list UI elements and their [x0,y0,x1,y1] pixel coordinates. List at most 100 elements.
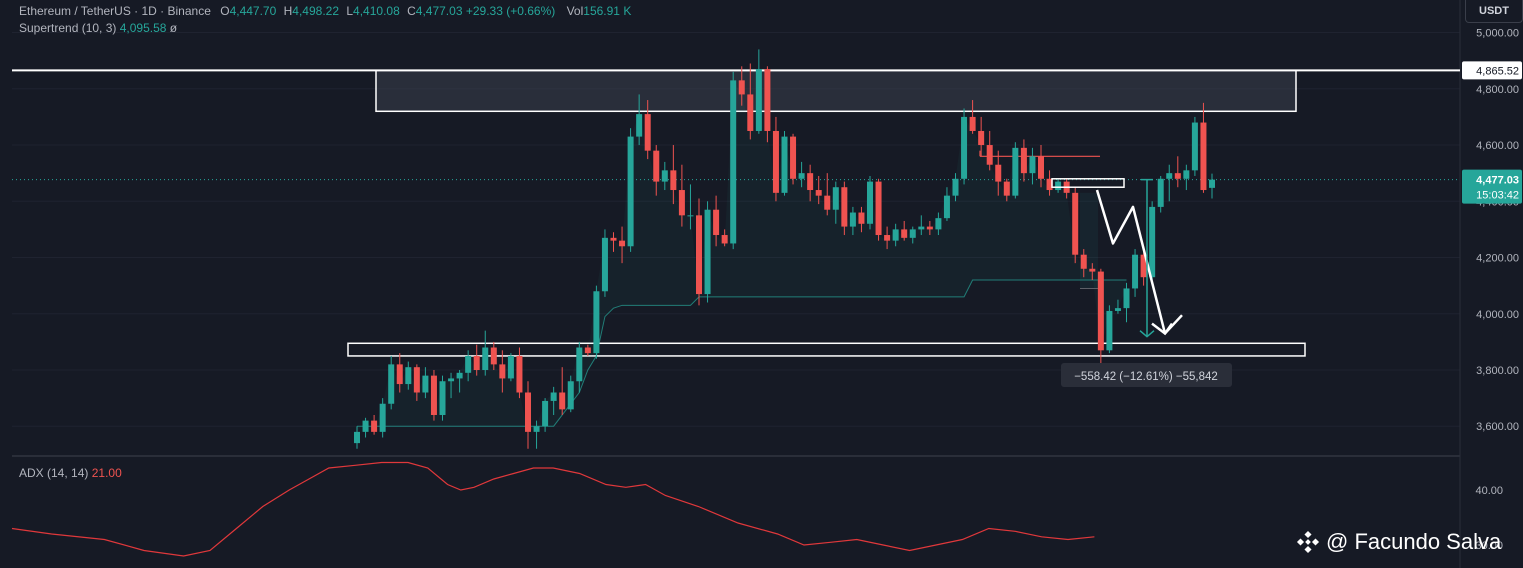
candle [482,330,489,376]
candle-body [584,347,591,354]
candle-body [986,145,993,165]
candle [584,344,591,356]
candle-body [499,364,506,379]
measure-label: −558.42 (−12.61%) −55,842 [1074,371,1218,383]
candle-body [909,229,916,238]
candle-body [1097,271,1104,351]
candle [456,370,463,393]
symbol-title: Ethereum / TetherUS · 1D · Binance [19,4,211,18]
candle [542,398,549,432]
adx-title: ADX (14, 14) [19,466,89,480]
indicator-value: 4,095.58 [119,21,167,35]
adx-value: 21.00 [91,466,122,480]
candle [841,181,848,236]
candle [969,100,976,134]
candle-body [482,347,489,370]
candle-body [815,190,822,196]
candle-body [601,237,608,292]
support-zone [347,342,1306,357]
candle-body [978,130,985,146]
candle [1149,201,1156,281]
watermark: @ Facundo Salva [1296,529,1501,555]
candle [448,372,455,399]
candle-body [824,195,831,210]
indicator-legend: Supertrend (10, 3) 4,095.58 ø [19,21,177,35]
open-label: O [220,4,230,18]
change-value: +29.33 (+0.66%) [465,4,556,18]
candle [576,341,583,393]
price-tick-label: 5,000.00 [1476,28,1519,40]
close-value: 4,477.03 [415,4,463,18]
projection-box [1080,192,1098,289]
candle [559,367,566,415]
candle [713,195,720,247]
candle [1055,178,1062,193]
candle-body [1166,173,1173,179]
candle-body [405,367,412,385]
projection: −558.42 (−12.61%) −55,842 [1051,178,1232,387]
adx-tick-label: 30.00 [1475,540,1503,552]
candle [379,398,386,438]
candle-body [867,181,873,224]
candle [807,164,814,202]
candle-body [1055,181,1062,191]
candle [1029,147,1036,185]
candle [670,145,677,205]
candle [909,226,916,244]
candle [396,353,403,393]
adx-pane [11,461,1095,557]
price-axis[interactable]: 5,000.004,800.004,600.004,400.004,200.00… [1462,28,1522,552]
candle-body [533,426,540,432]
candle-body [798,173,805,179]
candle-body [884,235,891,241]
high-label: H [283,4,293,18]
candle [918,215,925,236]
candle-body [841,187,848,227]
candle-body [1012,147,1019,196]
currency-button[interactable]: USDT [1465,0,1523,23]
candle [875,178,882,241]
resistance-price-tag [1462,61,1522,80]
candle-body [1089,268,1096,272]
candle-body [379,403,386,432]
current-zone [1051,178,1125,188]
symbol-legend: Ethereum / TetherUS · 1D · Binance O4,44… [19,4,631,18]
candle-body [559,392,566,410]
candle-body [636,114,643,137]
candle [704,201,711,303]
candle-body [713,209,720,236]
candle-body [516,355,523,393]
candle-body [430,375,437,415]
candle [832,181,839,224]
resistance-zone [375,69,1297,113]
candle-body [465,355,472,373]
measure-arrow [1139,330,1155,338]
volume-label: Vol [566,4,584,18]
candle-body [448,378,455,382]
candle-body [525,392,531,432]
candle-body [875,181,882,236]
candle-body [1149,206,1156,278]
candle [619,226,626,264]
candle [1003,178,1010,202]
candle-body [952,178,959,196]
candle [1038,145,1044,188]
candle-body [354,431,360,444]
candle [730,71,737,250]
candle [388,355,395,410]
candle-body [926,226,933,230]
candle [627,128,634,252]
candle [362,417,369,438]
candle-body [439,381,446,415]
candle [687,184,694,230]
candle-body [1114,308,1121,311]
candle-body [687,215,694,217]
candle-body [661,170,668,182]
candle-body [772,130,779,193]
price-tick-label: 3,600.00 [1476,421,1519,433]
candle-body [832,187,839,210]
candle [1106,305,1113,354]
candle-body [696,215,702,295]
candle [798,161,805,188]
